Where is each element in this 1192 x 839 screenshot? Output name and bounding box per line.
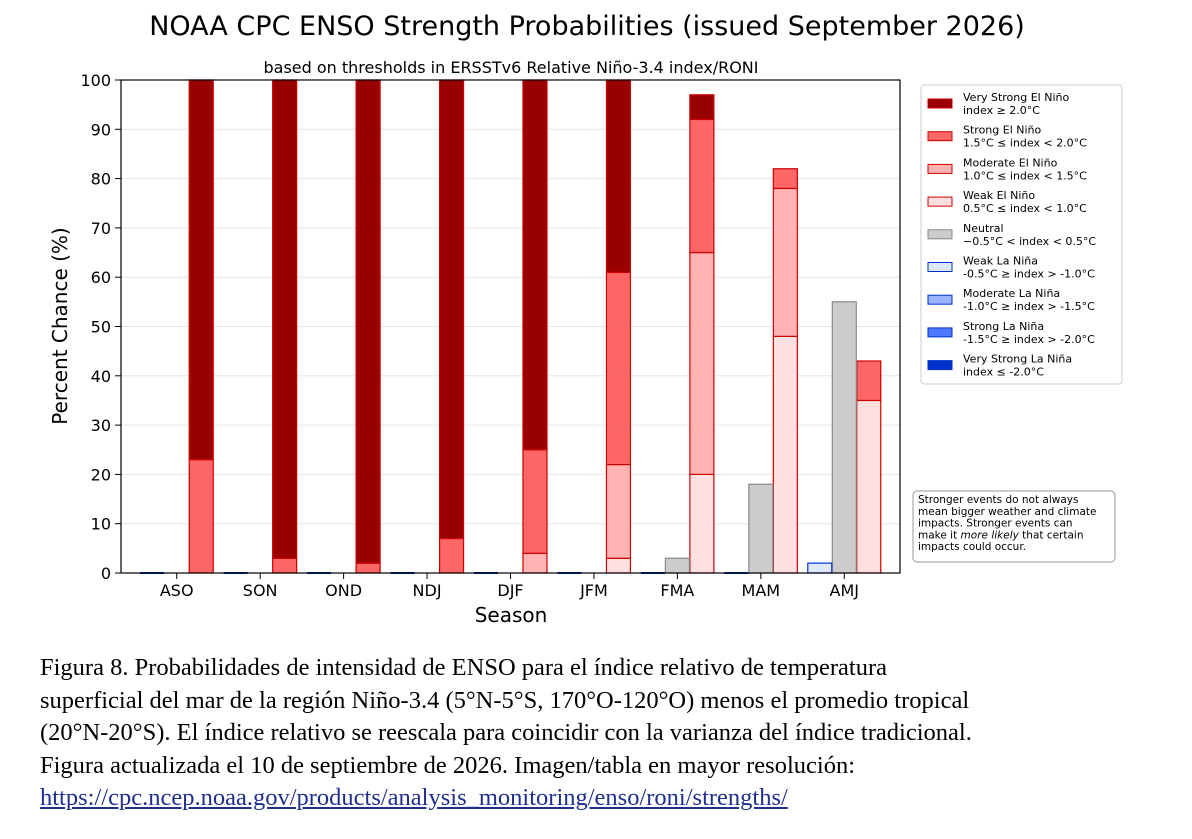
bar-segment-s_el xyxy=(272,557,298,574)
x-axis-label: Season xyxy=(475,603,548,627)
bar-segment-m_el xyxy=(522,552,548,574)
legend-label: Weak El Niño xyxy=(963,189,1035,202)
chart-svg: NOAA CPC ENSO Strength Probabilities (is… xyxy=(48,11,1123,627)
x-tick-label: AMJ xyxy=(830,581,859,600)
note-line: impacts. Stronger events can xyxy=(918,518,1073,530)
x-tick-label: DJF xyxy=(497,581,523,600)
y-tick-label: 90 xyxy=(91,120,111,139)
legend-swatch-w_la xyxy=(927,262,953,272)
y-tick-label: 80 xyxy=(91,170,111,189)
legend-swatch-neutral xyxy=(927,229,953,240)
caption-line: superficial del mar de la región Niño-3.… xyxy=(40,686,970,714)
bar-segment-vs_el xyxy=(355,79,381,564)
legend-label: Very Strong El Niño xyxy=(963,91,1069,104)
chart-subtitle: based on thresholds in ERSSTv6 Relative … xyxy=(263,58,758,77)
legend-sublabel: 1.0°C ≤ index < 1.5°C xyxy=(963,169,1087,182)
legend-frame xyxy=(920,84,1123,385)
bars xyxy=(140,79,882,574)
legend-sublabel: 1.5°C ≤ index < 2.0°C xyxy=(963,137,1087,150)
bar-segment-s_el xyxy=(355,562,381,574)
bar-segment-s_el xyxy=(522,449,548,554)
bar-segment-m_el xyxy=(605,463,632,559)
legend-sublabel: -1.0°C ≥ index > -1.5°C xyxy=(963,300,1095,313)
legend-swatch-s_el xyxy=(927,131,953,142)
bar-segment-vs_el xyxy=(522,79,548,451)
bar-segment-w_el xyxy=(689,473,715,574)
y-tick-label: 10 xyxy=(91,515,111,534)
y-tick-label: 0 xyxy=(101,564,111,583)
legend-label: Strong La Niña xyxy=(963,320,1044,333)
bar-segment-vs_el xyxy=(689,94,715,121)
legend-swatch-m_la xyxy=(927,294,953,305)
y-tick-label: 30 xyxy=(91,416,111,435)
bar-segment-w_el xyxy=(856,399,882,574)
bar-segment-w_la xyxy=(807,562,833,574)
legend-label: Weak La Niña xyxy=(963,255,1038,268)
legend-label: Neutral xyxy=(963,222,1004,235)
legend-sublabel: -0.5°C ≥ index > -1.0°C xyxy=(963,268,1095,281)
y-tick-label: 100 xyxy=(80,71,111,90)
bar-segment-s_el xyxy=(689,118,715,254)
bar-segment-m_el xyxy=(772,187,798,337)
legend-sublabel: 0.5°C ≤ index < 1.0°C xyxy=(963,202,1087,215)
legend-label: Very Strong La Niña xyxy=(963,353,1072,366)
y-tick-label: 60 xyxy=(91,268,111,287)
bar-segment-w_el xyxy=(605,557,632,574)
bar-segment-neutral xyxy=(831,301,857,574)
bar-segment-vs_el xyxy=(272,79,298,559)
bar-segment-neutral xyxy=(664,557,690,574)
caption-line: Figura 8. Probabilidades de intensidad d… xyxy=(40,654,888,681)
x-tick-label: JFM xyxy=(579,581,608,600)
note-line: impacts could occur. xyxy=(918,541,1026,553)
y-tick-label: 70 xyxy=(91,219,111,238)
legend-sublabel: index ≤ -2.0°C xyxy=(963,366,1044,379)
y-tick-label: 50 xyxy=(91,318,111,337)
figure-caption: Figura 8. Probabilidades de intensidad d… xyxy=(40,652,1160,815)
x-tick-label: ASO xyxy=(160,581,194,600)
caption-line: (20°N-20°S). El índice relativo se reesc… xyxy=(40,719,972,746)
bar-segment-m_el xyxy=(689,251,715,476)
x-tick-label: MAM xyxy=(742,581,781,600)
bar-segment-vs_el xyxy=(438,79,465,540)
legend-sublabel: index ≥ 2.0°C xyxy=(963,104,1040,117)
caption-link[interactable]: https://cpc.ncep.noaa.gov/products/analy… xyxy=(40,784,788,811)
chart-title: NOAA CPC ENSO Strength Probabilities (is… xyxy=(149,11,1025,42)
note-line: make it more likely that certain xyxy=(918,529,1084,541)
bar-segment-vs_el xyxy=(605,79,632,273)
note-frame xyxy=(912,490,1116,563)
y-tick-label: 40 xyxy=(91,367,111,386)
bar-segment-neutral xyxy=(748,483,774,574)
legend-swatch-vs_la xyxy=(927,360,953,371)
legend-sublabel: −0.5°C < index < 0.5°C xyxy=(963,235,1096,248)
legend-swatch-w_el xyxy=(927,196,953,207)
bar-segment-s_el xyxy=(438,537,465,574)
axes: 0 10 20 30 40 50 60 70 80 90 100 ASO SON OND NDJ DJF JFM… xyxy=(80,71,901,600)
y-tick-label: 20 xyxy=(91,465,111,484)
legend-sublabel: -1.5°C ≥ index > -2.0°C xyxy=(963,333,1095,346)
x-tick-label: FMA xyxy=(660,581,694,600)
bar-segment-vs_el xyxy=(188,79,214,461)
legend-label: Strong El Niño xyxy=(963,124,1042,137)
note-line: mean bigger weather and climate xyxy=(918,506,1096,518)
legend-swatch-vs_el xyxy=(927,98,953,109)
bar-segment-s_el xyxy=(605,271,632,466)
enso-chart: NOAA CPC ENSO Strength Probabilities (is… xyxy=(48,11,1123,627)
bar-segment-s_el xyxy=(856,360,882,402)
x-tick-label: SON xyxy=(243,581,278,600)
x-tick-label: NDJ xyxy=(413,581,442,600)
legend-swatch-s_la xyxy=(927,327,953,338)
y-axis-label: Percent Chance (%) xyxy=(48,227,72,424)
legend-label: Moderate El Niño xyxy=(963,156,1058,169)
legend-swatch-m_el xyxy=(927,163,953,174)
bar-segment-s_el xyxy=(188,459,214,574)
bar-segment-s_el xyxy=(772,168,798,190)
x-tick-label: OND xyxy=(325,581,362,600)
caption-line: Figura actualizada el 10 de septiembre d… xyxy=(40,751,856,779)
note-line: Stronger events do not always xyxy=(918,494,1078,506)
bar-segment-w_el xyxy=(772,335,798,574)
legend-label: Moderate La Niña xyxy=(963,287,1060,300)
